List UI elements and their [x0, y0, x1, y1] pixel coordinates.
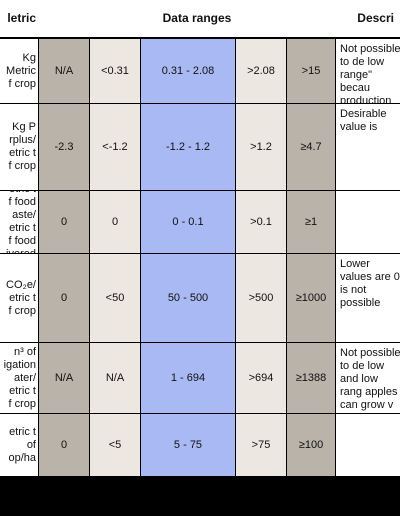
range-cell: 5 - 75: [141, 414, 235, 476]
row-description: Not possible to de low range" becau prod…: [336, 39, 400, 103]
row-description: Desirable value is: [336, 104, 400, 190]
range-cell: 0: [39, 191, 89, 253]
row-metric: CO₂e/ etric t f crop: [0, 254, 38, 342]
range-cell: 0: [39, 254, 89, 342]
row-metric: etric t of op/ha: [0, 414, 38, 476]
row-description: [336, 191, 400, 253]
range-cell: ≥1000: [287, 254, 335, 342]
row-metric: n³ of igation ater/ etric t f crop: [0, 343, 38, 413]
row-metric: Kg P rplus/ etric t f crop: [0, 104, 38, 190]
header-data-ranges: Data ranges: [38, 0, 356, 38]
range-cell: -2.3: [39, 104, 89, 190]
header-description: Descri: [356, 0, 400, 38]
range-cell: N/A: [39, 39, 89, 103]
range-cell: <5: [90, 414, 140, 476]
range-cell: 1 - 694: [141, 343, 235, 413]
row-description: Not possible to de low and low rang appl…: [336, 343, 400, 413]
range-cell: N/A: [90, 343, 140, 413]
range-cell: >0.1: [236, 191, 286, 253]
range-cell: ≥1: [287, 191, 335, 253]
range-cell: 0 - 0.1: [141, 191, 235, 253]
range-cell: <-1.2: [90, 104, 140, 190]
range-cell: <50: [90, 254, 140, 342]
range-cell: 0: [39, 414, 89, 476]
range-cell: >694: [236, 343, 286, 413]
range-cell: <0.31: [90, 39, 140, 103]
range-cell: ≥4.7: [287, 104, 335, 190]
range-cell: >15: [287, 39, 335, 103]
row-description: Lower values are 0 is not possible: [336, 254, 400, 342]
range-cell: 0.31 - 2.08: [141, 39, 235, 103]
range-cell: >500: [236, 254, 286, 342]
row-metric: etric t f food aste/ etric t f food iver…: [0, 191, 38, 253]
row-metric: Kg Metric f crop: [0, 39, 38, 103]
range-cell: >75: [236, 414, 286, 476]
header-metric: letric: [0, 0, 38, 38]
range-cell: ≥1388: [287, 343, 335, 413]
range-cell: N/A: [39, 343, 89, 413]
range-cell: 50 - 500: [141, 254, 235, 342]
range-cell: -1.2 - 1.2: [141, 104, 235, 190]
range-cell: 0: [90, 191, 140, 253]
row-description: [336, 414, 400, 476]
range-cell: >2.08: [236, 39, 286, 103]
range-cell: ≥100: [287, 414, 335, 476]
range-cell: >1.2: [236, 104, 286, 190]
header-row: letric Data ranges Descri: [0, 0, 400, 38]
